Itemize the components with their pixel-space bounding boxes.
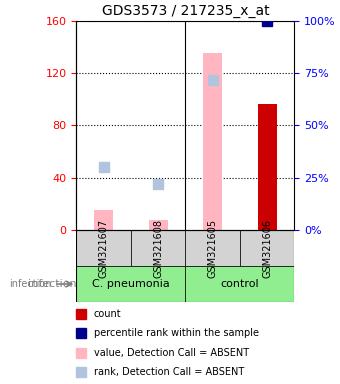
FancyBboxPatch shape xyxy=(76,266,185,302)
FancyBboxPatch shape xyxy=(185,230,240,266)
Bar xyxy=(149,220,168,230)
Text: percentile rank within the sample: percentile rank within the sample xyxy=(94,328,259,338)
FancyBboxPatch shape xyxy=(185,266,294,302)
Text: GSM321606: GSM321606 xyxy=(262,218,272,278)
Text: count: count xyxy=(94,309,121,319)
Text: control: control xyxy=(221,279,259,289)
Text: GSM321607: GSM321607 xyxy=(99,218,108,278)
Text: GSM321608: GSM321608 xyxy=(153,218,163,278)
FancyBboxPatch shape xyxy=(76,230,131,266)
Text: C. pneumonia: C. pneumonia xyxy=(92,279,170,289)
Text: infection: infection xyxy=(9,279,52,289)
Text: GSM321605: GSM321605 xyxy=(208,218,218,278)
Bar xyxy=(94,210,113,230)
FancyBboxPatch shape xyxy=(240,230,294,266)
Text: value, Detection Call = ABSENT: value, Detection Call = ABSENT xyxy=(94,348,249,358)
Text: infection: infection xyxy=(28,279,76,289)
Title: GDS3573 / 217235_x_at: GDS3573 / 217235_x_at xyxy=(102,4,269,18)
FancyBboxPatch shape xyxy=(131,230,185,266)
Bar xyxy=(203,53,222,230)
Bar xyxy=(258,104,277,230)
Text: rank, Detection Call = ABSENT: rank, Detection Call = ABSENT xyxy=(94,367,244,377)
